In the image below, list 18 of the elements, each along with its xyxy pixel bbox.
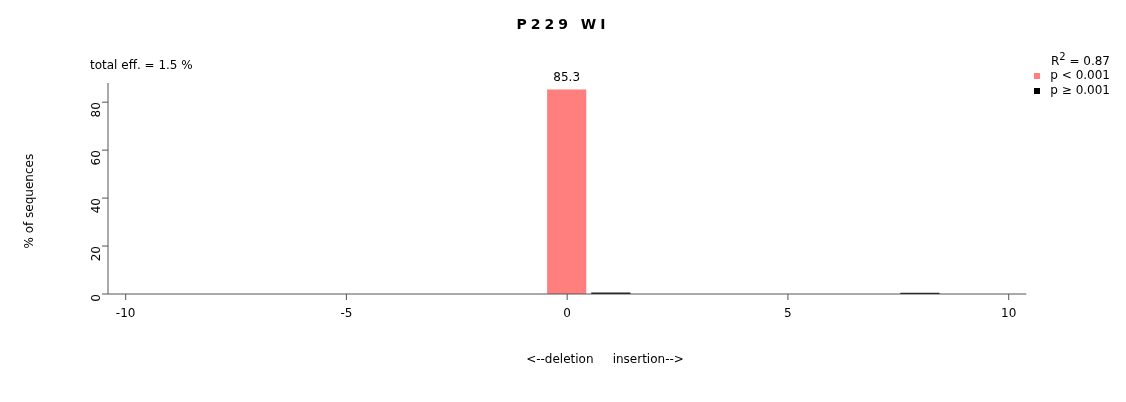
y-axis-title: % of sequences <box>22 153 37 249</box>
y-tick-label: 80 <box>89 102 104 118</box>
y-tick-label: 20 <box>89 246 104 262</box>
y-tick-label: 0 <box>89 294 104 302</box>
x-tick-label: -5 <box>340 305 353 320</box>
text: total eff. = 1.5 % <box>90 58 193 72</box>
x-tick-label: 10 <box>1001 305 1017 320</box>
text: R$^{2}$ = 0.87 <box>1050 51 1110 68</box>
y-tick-label: 60 <box>89 150 104 166</box>
legend-label: p ≥ 0.001 <box>1050 83 1110 98</box>
x-tick-label: -10 <box>115 305 136 320</box>
y-tick-label: 40 <box>89 198 104 214</box>
data-label: 85.3 <box>553 70 581 85</box>
x-axis-title: <--deletion insertion--> <box>525 352 685 366</box>
legend-label: p < 0.001 <box>1050 68 1110 83</box>
x-tick-label: 5 <box>784 305 792 320</box>
x-tick-label: 0 <box>563 305 571 320</box>
chart-title: P229 WI <box>515 16 611 32</box>
